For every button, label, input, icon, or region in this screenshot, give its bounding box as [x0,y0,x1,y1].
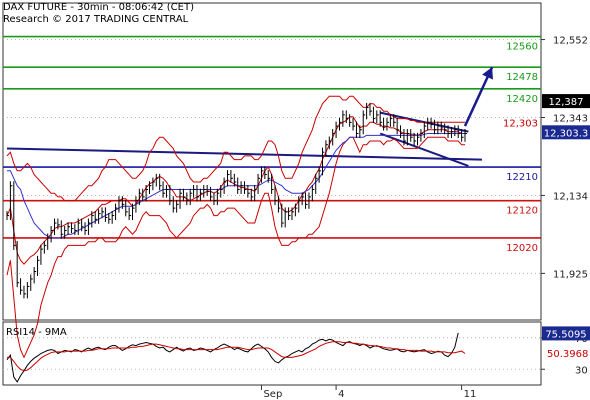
rsi-series-line [6,332,459,383]
level-label: 12560 [506,42,538,53]
overlay-series-line [7,133,465,239]
x-axis-tick-label: 4 [338,389,344,400]
overlay-series-line [6,116,465,265]
rsi-value-text: 75.5095 [545,329,586,340]
overlay-series-line [6,95,465,202]
level-label: 12210 [506,172,538,183]
rsi-y-tick-label: 30 [575,365,588,376]
price-y-tick-label: 12,134 [553,191,588,202]
level-label: 12478 [506,72,538,83]
forecast-arrow-head [482,67,493,80]
x-axis-tick-label: 11 [464,389,477,400]
price-panel-frame [2,2,542,321]
trendline-long-support [6,147,482,161]
last-price-text: 12,387 [549,97,584,108]
rsi-panel-frame [2,321,542,386]
rsi-value-box [542,326,590,341]
overlay-series-line [6,136,465,359]
level-label: 12020 [506,243,538,254]
rsi-title: RSI14 - 9MA [6,327,67,338]
rsi-series-line [7,341,466,372]
ma-value-text: 12,303.3 [544,128,589,139]
last-price-box [542,94,590,109]
x-axis-tick-label: Sep [263,389,282,400]
band-value-text: 12,303 [503,118,538,129]
chart-title: DAX FUTURE - 30min - 08:06:42 (CET) [3,2,194,13]
level-label: 12120 [506,206,538,217]
level-label: 12420 [506,94,538,105]
price-y-tick-label: 12,343 [553,113,588,124]
rsi-ma-value-text: 50.3968 [547,349,588,360]
trendline-channel-lower [379,132,469,167]
ma-value-box [542,125,590,140]
copyright-text: Research © 2017 TRADING CENTRAL [3,14,189,25]
price-y-tick-label: 12,552 [553,36,588,47]
price-y-tick-label: 11,925 [553,269,588,280]
